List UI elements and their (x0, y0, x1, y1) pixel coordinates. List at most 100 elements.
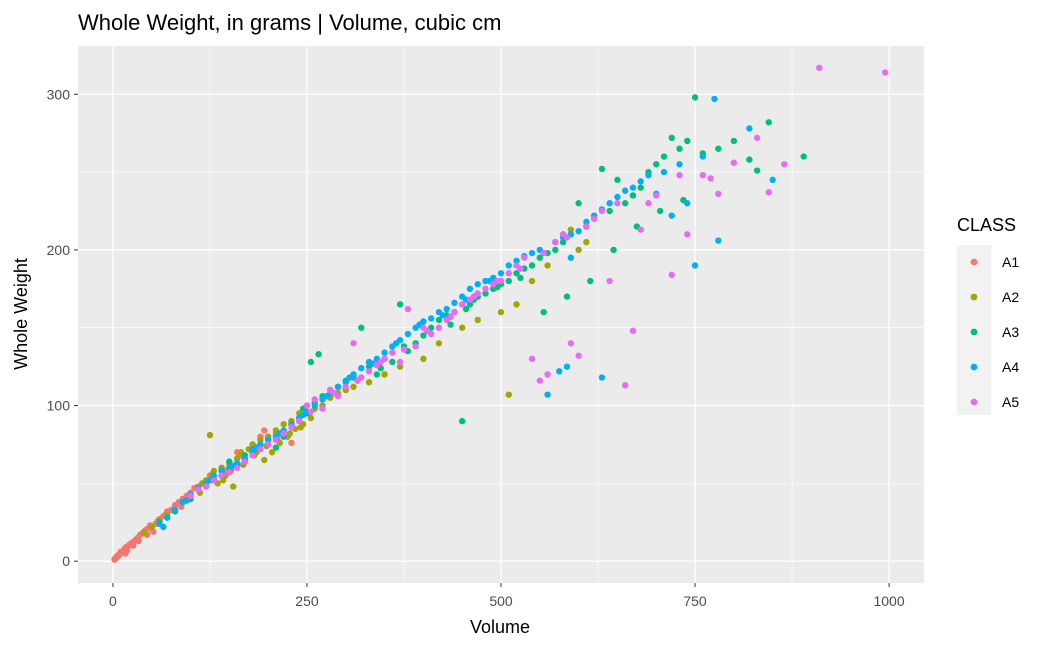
data-point (299, 411, 307, 419)
data-point (330, 389, 338, 397)
data-point (513, 270, 520, 277)
data-point (280, 430, 287, 437)
data-point (346, 374, 353, 381)
data-point (637, 178, 644, 185)
data-point (521, 254, 528, 261)
data-point (233, 464, 241, 472)
legend-key-a1 (970, 258, 978, 266)
data-point (396, 363, 404, 370)
data-point (544, 262, 551, 269)
data-point (753, 167, 761, 174)
data-point (556, 368, 563, 375)
data-point (668, 271, 675, 279)
data-point (261, 427, 268, 434)
data-point (746, 125, 753, 132)
data-point (563, 293, 571, 300)
data-point (315, 350, 322, 358)
data-point (707, 175, 714, 182)
data-point (350, 340, 357, 347)
data-point (606, 277, 613, 285)
data-point (400, 346, 408, 353)
data-point (439, 312, 446, 319)
data-point (699, 153, 706, 160)
data-point (447, 321, 454, 328)
data-point (272, 444, 280, 451)
legend-label: A1 (1002, 254, 1019, 270)
data-point (583, 238, 590, 246)
data-point (668, 212, 675, 219)
data-point (629, 327, 637, 335)
data-point (583, 218, 590, 226)
data-point (319, 405, 326, 412)
data-point (715, 145, 722, 152)
data-point (358, 365, 365, 372)
data-point (528, 277, 536, 285)
legend-label: A4 (1002, 359, 1019, 375)
legend-title: CLASS (957, 215, 1016, 235)
data-point (358, 324, 365, 331)
data-point (135, 537, 142, 545)
data-point (730, 137, 738, 145)
data-point (257, 436, 264, 443)
data-point (474, 316, 481, 324)
data-point (226, 469, 233, 476)
data-point (458, 301, 466, 308)
data-point (684, 231, 691, 238)
data-point (404, 330, 412, 338)
x-tick-label: 0 (109, 593, 117, 609)
y-tick-label: 100 (47, 398, 71, 414)
data-point (396, 301, 404, 308)
data-point (629, 184, 637, 191)
data-point (451, 308, 458, 316)
data-point (435, 340, 443, 347)
data-point (668, 134, 675, 142)
data-point (691, 262, 699, 269)
data-point (614, 176, 621, 184)
data-point (323, 393, 330, 400)
data-point (451, 299, 458, 307)
y-tick-label: 0 (62, 553, 70, 569)
data-point (567, 340, 575, 347)
data-point (164, 514, 171, 521)
data-point (544, 371, 551, 378)
data-point (307, 408, 315, 415)
y-axis-ticks: 0 100 200 300 (47, 86, 78, 569)
data-point (206, 431, 214, 439)
data-point (629, 192, 637, 199)
data-point (435, 316, 443, 324)
data-point (540, 308, 547, 316)
data-point (528, 355, 536, 363)
data-point (653, 161, 660, 168)
data-point (272, 436, 280, 443)
data-point (660, 168, 668, 176)
y-tick-label: 200 (47, 242, 71, 258)
legend-key-a3 (970, 328, 978, 336)
legend-label: A2 (1002, 289, 1019, 305)
data-point (505, 277, 512, 285)
data-point (497, 270, 505, 277)
data-point (280, 421, 287, 428)
data-point (610, 246, 617, 254)
data-point (497, 308, 505, 316)
data-point (458, 324, 466, 331)
data-point (715, 237, 722, 244)
legend-key-a4 (970, 363, 978, 371)
data-point (536, 254, 544, 261)
data-point (765, 189, 772, 196)
data-point (396, 358, 404, 366)
data-point (781, 161, 788, 168)
legend-label: A5 (1002, 394, 1019, 410)
data-point (462, 305, 470, 313)
data-point (621, 382, 629, 389)
data-point (458, 417, 466, 425)
data-point (583, 223, 590, 230)
legend: CLASS A1 A2 A3 A4 A5 (957, 215, 1019, 415)
data-point (466, 301, 474, 308)
legend-label: A3 (1002, 324, 1019, 340)
data-point (296, 417, 303, 425)
data-point (563, 234, 571, 241)
data-point (307, 358, 315, 366)
data-point (474, 280, 481, 288)
data-point (230, 483, 237, 490)
data-point (536, 377, 544, 384)
